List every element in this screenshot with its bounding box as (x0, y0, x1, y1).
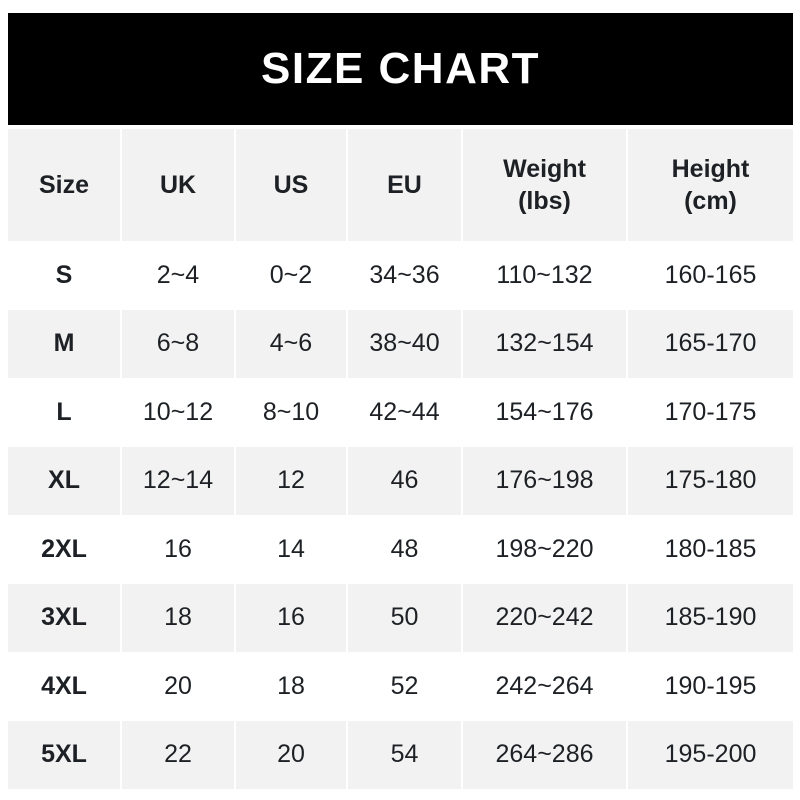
cell-weight: 198~220 (461, 515, 628, 584)
cell-height: 180-185 (626, 515, 793, 584)
table-row: 2XL 16 14 48 198~220 180-185 (8, 515, 793, 584)
cell-eu: 34~36 (346, 241, 463, 310)
cell-weight: 154~176 (461, 378, 628, 447)
column-header-us: US (234, 129, 348, 241)
table-row: 3XL 18 16 50 220~242 185-190 (8, 583, 793, 652)
column-header-eu: EU (346, 129, 463, 241)
table-row: L 10~12 8~10 42~44 154~176 170-175 (8, 378, 793, 447)
column-header-label: EU (387, 171, 422, 199)
cell-size: 5XL (8, 720, 122, 789)
cell-height: 170-175 (626, 378, 793, 447)
title-banner: SIZE CHART (8, 13, 793, 125)
cell-eu: 54 (346, 720, 463, 789)
cell-us: 16 (234, 583, 348, 652)
cell-height: 185-190 (626, 583, 793, 652)
cell-size: S (8, 241, 122, 310)
cell-us: 18 (234, 652, 348, 721)
cell-eu: 52 (346, 652, 463, 721)
table-row: 4XL 20 18 52 242~264 190-195 (8, 652, 793, 721)
column-header-label: Weight (503, 155, 586, 183)
cell-size: 3XL (8, 583, 122, 652)
cell-size: L (8, 378, 122, 447)
cell-uk: 10~12 (120, 378, 236, 447)
cell-uk: 22 (120, 720, 236, 789)
cell-eu: 50 (346, 583, 463, 652)
cell-height: 175-180 (626, 446, 793, 515)
cell-height: 190-195 (626, 652, 793, 721)
table-row: XL 12~14 12 46 176~198 175-180 (8, 446, 793, 515)
cell-uk: 20 (120, 652, 236, 721)
column-header-uk: UK (120, 129, 236, 241)
cell-weight: 132~154 (461, 309, 628, 378)
size-chart-table: Size UK US EU Weight (lbs) Height (cm) S 2~4 0~2 3… (8, 129, 793, 789)
cell-us: 14 (234, 515, 348, 584)
cell-us: 0~2 (234, 241, 348, 310)
cell-size: XL (8, 446, 122, 515)
cell-height: 195-200 (626, 720, 793, 789)
cell-size: 2XL (8, 515, 122, 584)
cell-eu: 46 (346, 446, 463, 515)
column-header-label: UK (159, 171, 197, 199)
table-header-row: Size UK US EU Weight (lbs) Height (cm) (8, 129, 793, 241)
cell-size: M (8, 309, 122, 378)
cell-weight: 220~242 (461, 583, 628, 652)
column-header-label: Height (671, 155, 750, 183)
cell-weight: 110~132 (461, 241, 628, 310)
cell-uk: 2~4 (120, 241, 236, 310)
cell-us: 12 (234, 446, 348, 515)
cell-eu: 38~40 (346, 309, 463, 378)
table-body: S 2~4 0~2 34~36 110~132 160-165 M 6~8 4~6 38~40 13… (8, 241, 793, 789)
cell-us: 8~10 (234, 378, 348, 447)
column-header-unit: (lbs) (518, 187, 571, 215)
cell-height: 160-165 (626, 241, 793, 310)
table-header: Size UK US EU Weight (lbs) Height (cm) (8, 129, 793, 241)
page-title: SIZE CHART (261, 44, 540, 93)
cell-uk: 6~8 (120, 309, 236, 378)
table-row: S 2~4 0~2 34~36 110~132 160-165 (8, 241, 793, 310)
cell-uk: 12~14 (120, 446, 236, 515)
column-header-unit: (cm) (684, 187, 737, 215)
cell-weight: 242~264 (461, 652, 628, 721)
cell-eu: 42~44 (346, 378, 463, 447)
column-header-height: Height (cm) (626, 129, 793, 241)
cell-size: 4XL (8, 652, 122, 721)
cell-us: 4~6 (234, 309, 348, 378)
cell-height: 165-170 (626, 309, 793, 378)
cell-uk: 18 (120, 583, 236, 652)
cell-eu: 48 (346, 515, 463, 584)
column-header-label: Size (38, 171, 90, 199)
cell-weight: 176~198 (461, 446, 628, 515)
table-row: 5XL 22 20 54 264~286 195-200 (8, 720, 793, 789)
cell-uk: 16 (120, 515, 236, 584)
column-header-weight: Weight (lbs) (461, 129, 628, 241)
column-header-label: US (273, 171, 309, 199)
cell-weight: 264~286 (461, 720, 628, 789)
cell-us: 20 (234, 720, 348, 789)
table-row: M 6~8 4~6 38~40 132~154 165-170 (8, 309, 793, 378)
column-header-size: Size (8, 129, 122, 241)
